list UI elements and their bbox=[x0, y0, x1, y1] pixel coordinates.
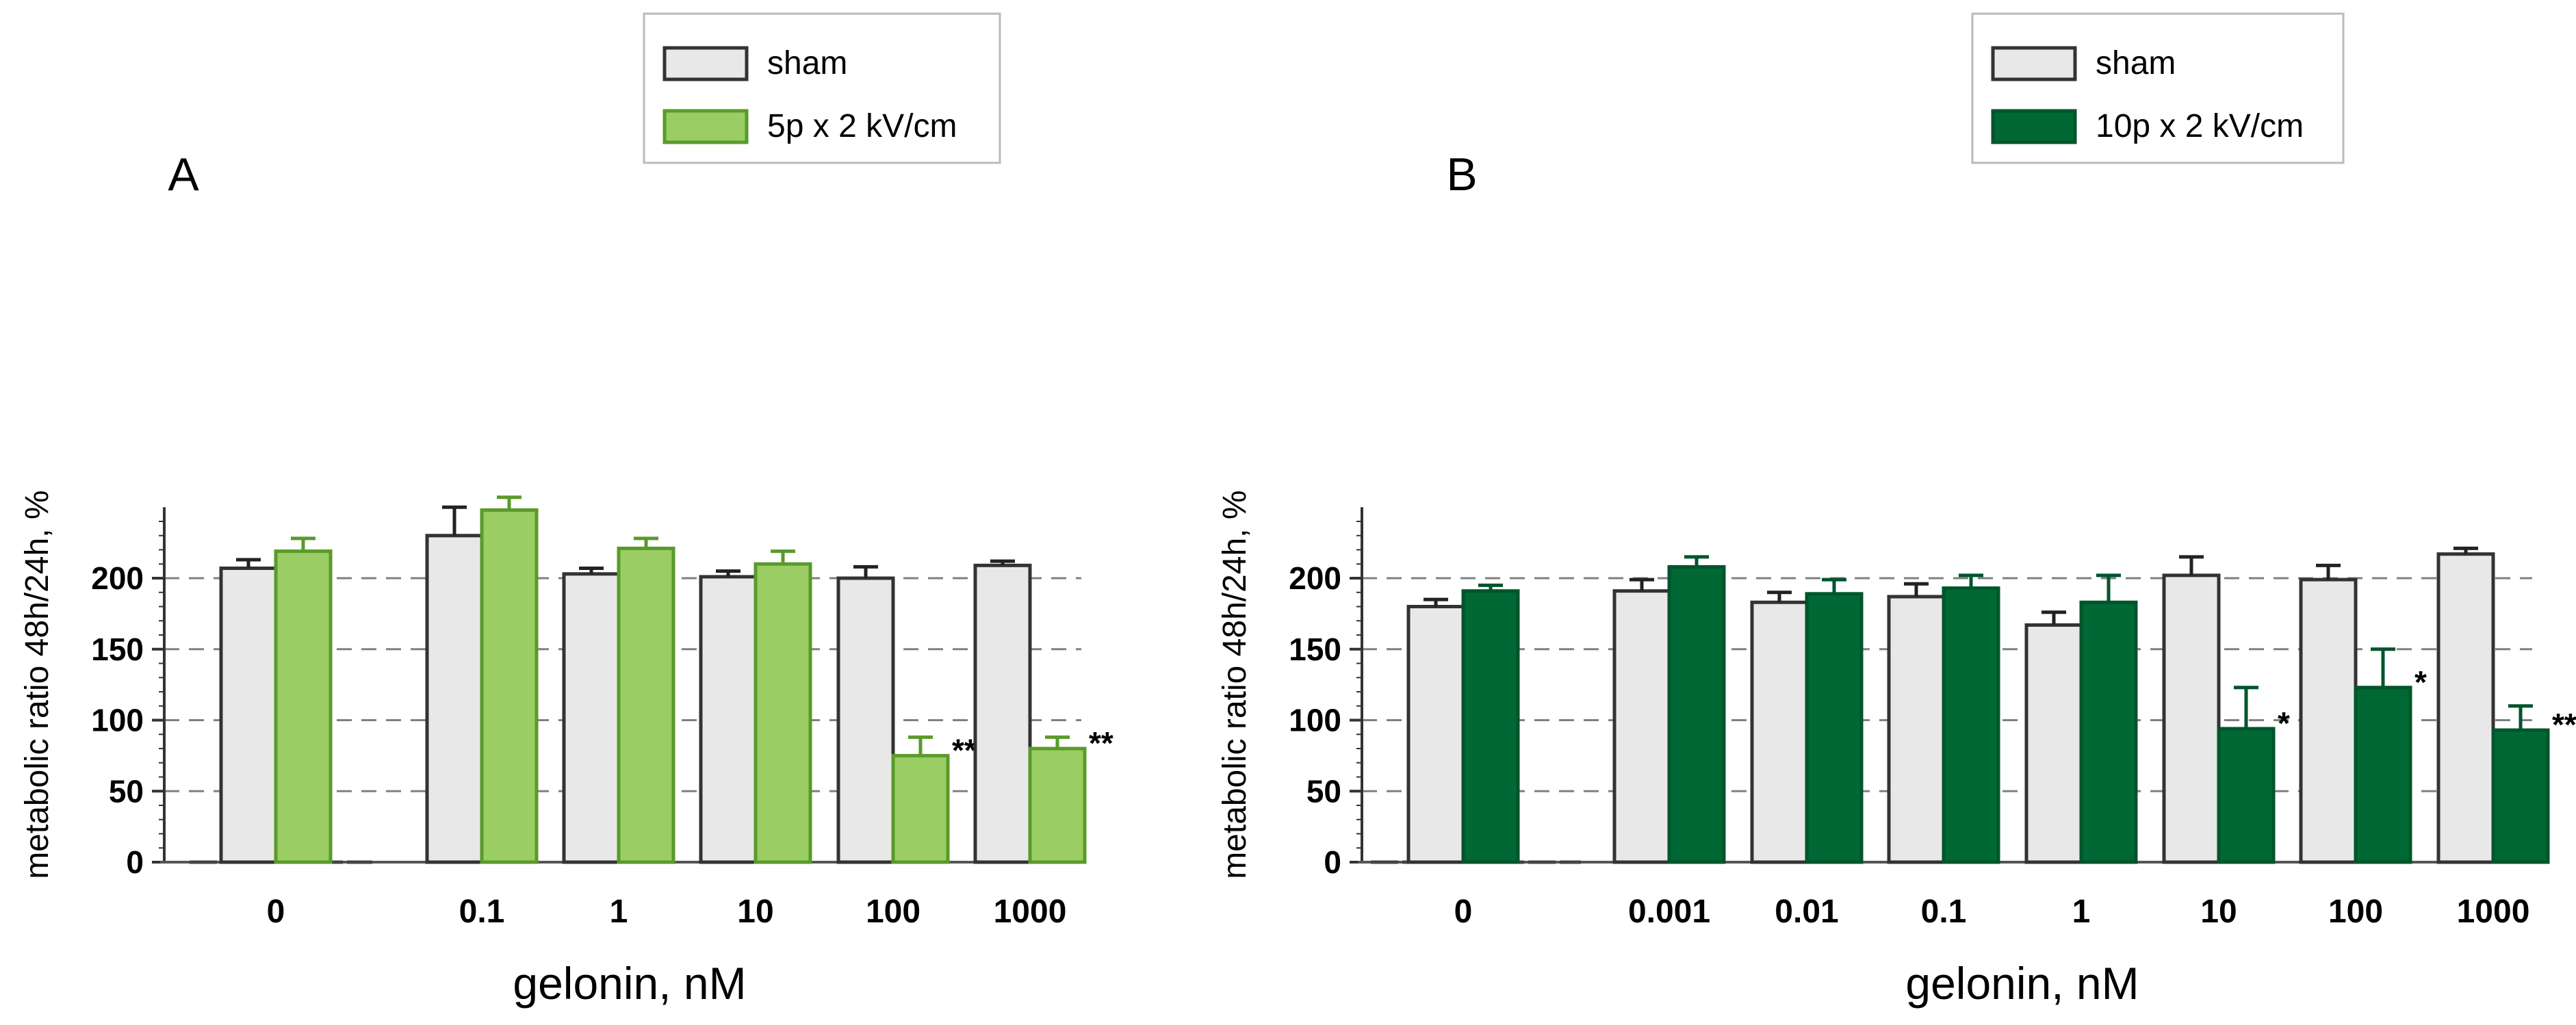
x-tick-label: 0.01 bbox=[1775, 894, 1838, 930]
legend-label: 10p x 2 kV/cm bbox=[2096, 108, 2304, 144]
bar-treated-1 bbox=[2079, 600, 2138, 864]
bar-sham-1 bbox=[2024, 623, 2083, 864]
y-tick-label: 50 bbox=[1306, 773, 1341, 809]
x-tick-label: 100 bbox=[2328, 894, 2383, 930]
legend-swatch-0 bbox=[662, 46, 749, 81]
bar-treated-10 bbox=[754, 562, 812, 864]
legend-label: sham bbox=[2096, 45, 2176, 81]
bar-sham-10 bbox=[2162, 573, 2221, 864]
bar-treated-0.1 bbox=[480, 508, 539, 864]
x-tick-label: 0.001 bbox=[1628, 894, 1710, 930]
bar-sham-100 bbox=[836, 576, 895, 864]
legend-label: 5p x 2 kV/cm bbox=[767, 108, 957, 144]
panel-letter: B bbox=[1446, 148, 1477, 200]
x-tick-label: 0 bbox=[267, 894, 285, 930]
x-tick-label: 1 bbox=[2072, 894, 2091, 930]
bar-treated-100 bbox=[891, 753, 950, 864]
bar-treated-1000 bbox=[2491, 728, 2550, 864]
significance-marker: ** bbox=[952, 732, 977, 768]
x-tick-label: 1000 bbox=[994, 894, 1067, 930]
x-tick-label: 1 bbox=[610, 894, 628, 930]
y-tick-label: 150 bbox=[91, 632, 144, 667]
bar-treated-0 bbox=[274, 549, 333, 864]
panel-b-chart: 0 50 100 150 200 0 0.001 0.01 0.1 1 10 * 100 * 1000 ** g… bbox=[1217, 12, 2576, 1009]
y-tick-label: 200 bbox=[1289, 560, 1341, 596]
x-axis-title: gelonin, nM bbox=[513, 958, 746, 1009]
significance-marker: ** bbox=[2552, 707, 2576, 742]
bar-sham-0 bbox=[219, 566, 278, 864]
legend-swatch-0 bbox=[1991, 46, 2077, 81]
significance-marker: ** bbox=[1089, 725, 1113, 761]
legend-box bbox=[643, 12, 1001, 164]
bar-treated-10 bbox=[2217, 727, 2276, 864]
bar-sham-0.001 bbox=[1612, 589, 1671, 864]
bar-sham-0 bbox=[1406, 605, 1465, 864]
bar-sham-1000 bbox=[973, 563, 1032, 864]
bar-treated-0.001 bbox=[1667, 565, 1726, 864]
bar-treated-1000 bbox=[1028, 747, 1087, 864]
bar-sham-100 bbox=[2299, 578, 2358, 864]
y-tick-label: 100 bbox=[91, 703, 144, 738]
x-tick-label: 0 bbox=[1454, 894, 1473, 930]
bar-sham-0.01 bbox=[1750, 600, 1809, 864]
bar-treated-100 bbox=[2354, 686, 2412, 864]
bar-sham-0.1 bbox=[425, 534, 484, 864]
bar-treated-0.1 bbox=[1942, 586, 2000, 864]
legend-swatch-1 bbox=[662, 109, 749, 144]
y-tick-label: 50 bbox=[109, 773, 144, 809]
significance-marker: * bbox=[2278, 705, 2290, 741]
y-axis-title: metabolic ratio 48h/24h, % bbox=[19, 490, 55, 879]
x-tick-label: 10 bbox=[2200, 894, 2237, 930]
x-tick-label: 1000 bbox=[2457, 894, 2530, 930]
y-tick-label: 100 bbox=[1289, 703, 1341, 738]
bar-sham-1000 bbox=[2436, 552, 2495, 864]
legend-label: sham bbox=[767, 45, 847, 81]
bar-sham-0.1 bbox=[1887, 595, 1946, 864]
x-tick-label: 0.1 bbox=[459, 894, 505, 930]
bar-treated-0 bbox=[1461, 589, 1520, 864]
bar-sham-10 bbox=[699, 575, 758, 864]
y-tick-label: 150 bbox=[1289, 632, 1341, 667]
x-axis-title: gelonin, nM bbox=[1905, 958, 2139, 1009]
y-tick-label: 0 bbox=[126, 844, 144, 880]
x-tick-label: 0.1 bbox=[1921, 894, 1967, 930]
y-tick-label: 0 bbox=[1324, 844, 1341, 880]
legend-swatch-1 bbox=[1991, 109, 2077, 144]
significance-marker: * bbox=[2414, 664, 2427, 700]
y-axis-title: metabolic ratio 48h/24h, % bbox=[1217, 490, 1253, 879]
bar-sham-1 bbox=[562, 572, 621, 864]
bar-treated-0.01 bbox=[1805, 592, 1864, 864]
y-tick-label: 200 bbox=[91, 560, 144, 596]
x-tick-label: 100 bbox=[866, 894, 920, 930]
panel-letter: A bbox=[168, 148, 199, 200]
panel-a-chart: 0 50 100 150 200 0 0.1 1 10 100 ** 1000 ** gelonin, n… bbox=[19, 12, 1113, 1009]
x-tick-label: 10 bbox=[737, 894, 773, 930]
bar-treated-1 bbox=[617, 546, 675, 864]
